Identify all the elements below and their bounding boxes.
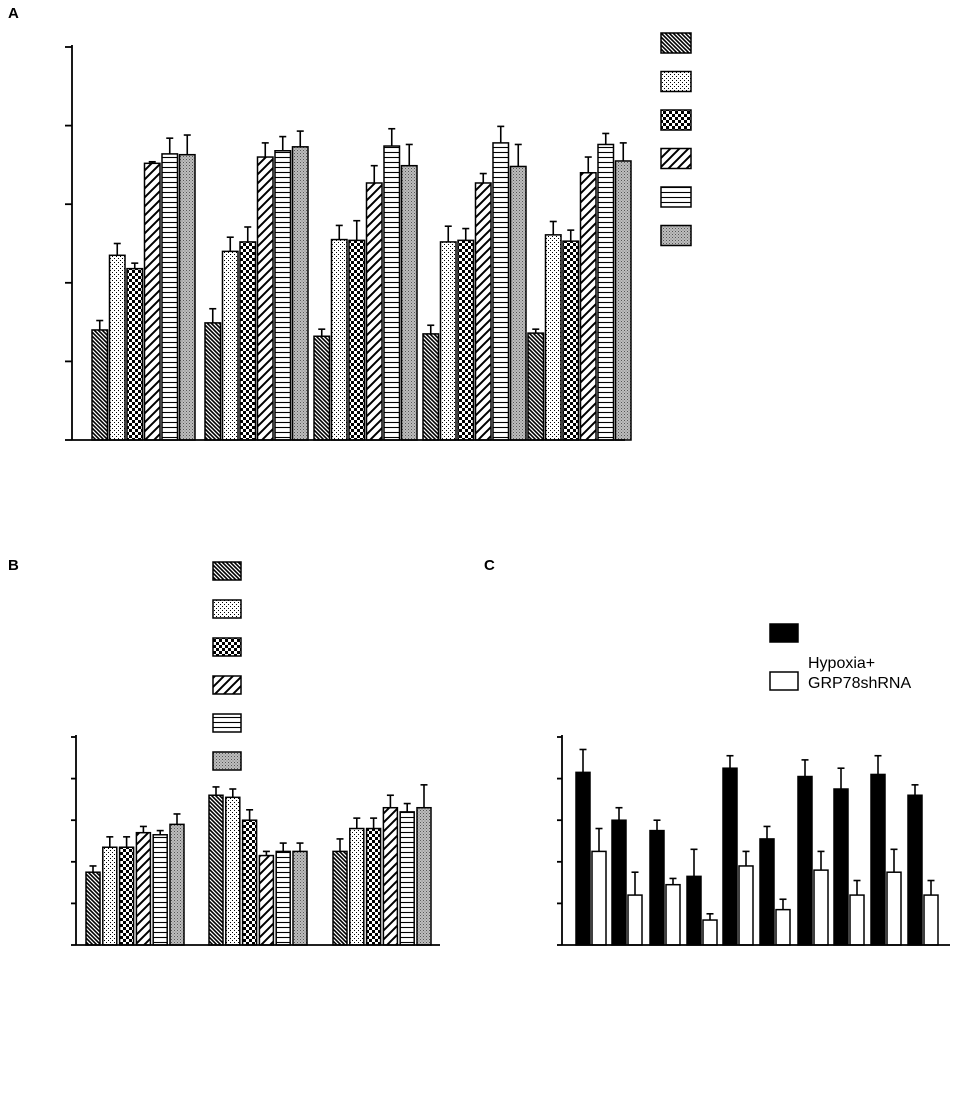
chart-a-bar <box>544 234 562 441</box>
chart-a-legend-swatch <box>660 147 692 170</box>
chart-a-bar <box>400 164 418 441</box>
chart-a-bar <box>509 165 527 441</box>
chart-a-bar <box>313 335 331 441</box>
chart-c-bar <box>591 850 607 946</box>
panel-letter-c: C <box>484 557 495 574</box>
chart-a-bar <box>439 241 457 441</box>
chart-b-bar <box>85 871 101 946</box>
chart-a-bar <box>239 241 257 441</box>
chart-a-bar <box>161 153 179 441</box>
chart-b-legend-swatch <box>212 599 242 619</box>
chart-a-legend-swatch <box>660 109 692 131</box>
chart-a-bar <box>108 254 126 441</box>
chart-c-bar <box>575 771 591 946</box>
chart-a-bar <box>614 160 632 441</box>
chart-a-bar <box>178 153 196 441</box>
chart-b-bar <box>169 823 185 946</box>
chart-c: Hypoxia+ GRP78shRNA <box>557 623 950 946</box>
chart-b-bar <box>416 806 432 946</box>
chart-a-legend-swatch <box>660 224 692 247</box>
chart-c-legend-label: Hypoxia+ GRP78shRNA <box>808 655 911 692</box>
chart-a-bar <box>126 267 144 441</box>
chart-a-bar <box>422 333 440 441</box>
chart-b-bar <box>241 819 258 946</box>
chart-c-bar <box>702 919 718 946</box>
chart-c-legend-label-line: Hypoxia+ <box>808 655 875 672</box>
chart-c-bar <box>686 875 702 946</box>
chart-a-bar <box>274 150 292 441</box>
chart-c-bar <box>649 829 665 946</box>
chart-c-bar <box>907 794 923 946</box>
chart-a-bar <box>256 156 274 441</box>
chart-c-legend-swatch <box>769 623 799 643</box>
chart-b-legend-swatch <box>212 751 242 771</box>
chart-a-bar <box>291 146 309 441</box>
chart-a-bar <box>474 182 492 441</box>
chart-c-bar <box>833 788 849 946</box>
chart-b-bar <box>365 827 382 946</box>
chart-b-bar <box>292 850 308 946</box>
chart-a-bar <box>527 332 545 441</box>
chart-c-bar <box>775 908 791 946</box>
chart-b-bar <box>152 834 168 946</box>
chart-b-bar <box>332 850 348 946</box>
chart-a-bar <box>348 239 366 441</box>
chart-a-bar <box>383 145 401 441</box>
chart-c-bar <box>886 871 902 946</box>
chart-c-legend-swatch <box>769 671 799 691</box>
chart-b-bar <box>102 846 118 946</box>
chart-b-bar <box>399 811 415 946</box>
chart-b <box>71 561 440 946</box>
chart-a-legend-swatch <box>660 186 692 208</box>
chart-c-bar <box>738 865 754 946</box>
panel-letter-a: A <box>8 5 19 22</box>
chart-a-bar <box>365 182 383 441</box>
chart-c-bar <box>611 819 627 946</box>
chart-b-bar <box>382 806 399 946</box>
panel-letter-b: B <box>8 557 19 574</box>
chart-c-legend-label-line: GRP78shRNA <box>808 675 911 692</box>
chart-c-bar <box>665 883 681 946</box>
chart-b-bar <box>349 827 365 946</box>
chart-b-bar <box>275 850 291 946</box>
chart-a-bar <box>562 240 580 441</box>
chart-b-bar <box>225 796 241 946</box>
chart-b-legend-swatch <box>212 713 242 733</box>
chart-c-bar <box>759 838 775 946</box>
chart-c-bar <box>849 894 865 946</box>
chart-c-bar <box>813 869 829 946</box>
chart-a-bar <box>492 142 510 441</box>
chart-b-bar <box>258 854 275 946</box>
chart-a-bar <box>204 322 222 441</box>
chart-a-bar <box>221 250 239 441</box>
chart-c-bar <box>797 775 813 946</box>
chart-b-legend-swatch <box>212 561 242 581</box>
chart-b-bar <box>118 846 135 946</box>
chart-b-legend-swatch <box>212 637 242 657</box>
chart-a-bar <box>143 162 161 441</box>
chart-c-bar <box>870 773 886 946</box>
chart-a-bar <box>579 172 597 441</box>
chart-a-bar <box>91 329 109 441</box>
chart-b-bar <box>135 831 152 946</box>
chart-b-bar <box>208 794 224 946</box>
chart-a <box>65 32 692 441</box>
chart-c-bar <box>923 894 939 946</box>
chart-c-bar <box>722 767 738 946</box>
chart-a-bar <box>457 239 475 441</box>
chart-a-bar <box>330 238 348 441</box>
chart-a-legend-swatch <box>660 32 692 54</box>
chart-b-legend-swatch <box>212 675 242 695</box>
chart-a-bar <box>597 143 615 441</box>
chart-c-bar <box>627 894 643 946</box>
chart-a-legend-swatch <box>660 70 692 93</box>
